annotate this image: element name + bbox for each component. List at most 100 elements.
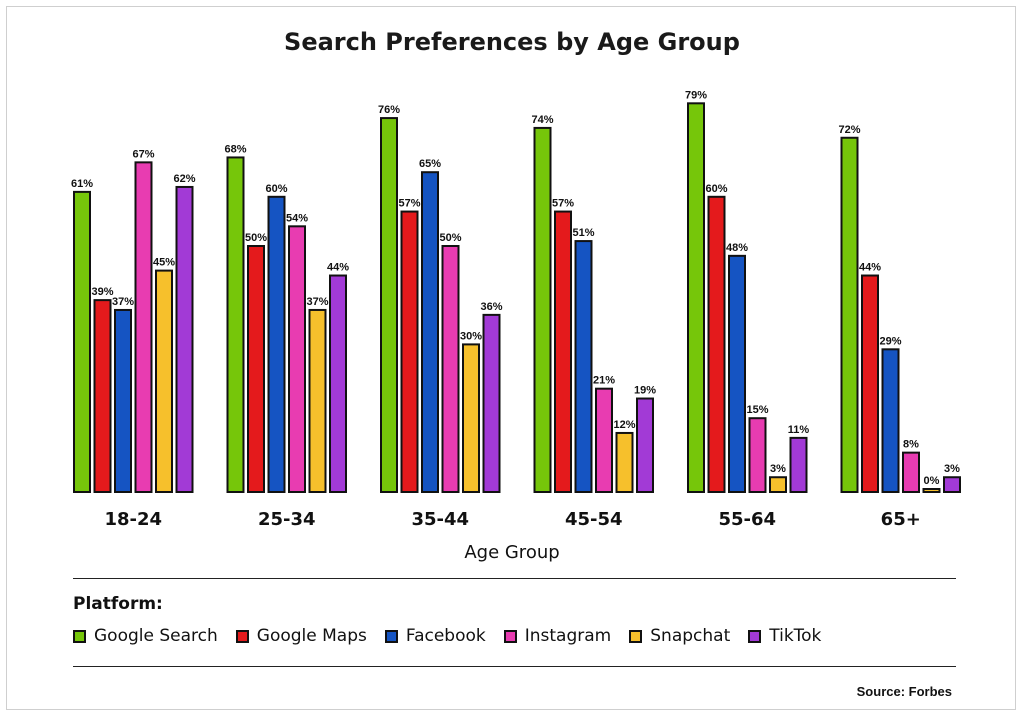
legend-swatch bbox=[384, 629, 398, 643]
data-label: 51% bbox=[572, 227, 594, 239]
bar-instagram-25-34 bbox=[288, 225, 306, 493]
legend-swatch bbox=[73, 629, 86, 643]
bar-snapchat-18-24 bbox=[155, 269, 173, 493]
bar-tiktok-35-44 bbox=[482, 313, 501, 493]
data-label: 67% bbox=[132, 148, 154, 160]
bar-instagram-35-44 bbox=[441, 245, 460, 493]
legend-item-facebook: Facebook bbox=[384, 626, 486, 646]
legend-label: Snapchat bbox=[650, 626, 731, 646]
bar-facebook-65+ bbox=[881, 348, 900, 493]
bar-tiktok-65+ bbox=[943, 476, 961, 493]
legend-swatch bbox=[748, 629, 762, 643]
data-label: 76% bbox=[378, 104, 400, 116]
bar-instagram-45-54 bbox=[595, 387, 613, 493]
data-label: 29% bbox=[879, 335, 901, 347]
data-label: 30% bbox=[460, 330, 482, 342]
legend-item-google-search: Google Search bbox=[73, 626, 218, 646]
legend-swatch bbox=[235, 629, 249, 643]
x-tick-label: 55-64 bbox=[718, 509, 776, 530]
bar-tiktok-25-34 bbox=[329, 274, 347, 493]
data-label: 8% bbox=[903, 439, 919, 451]
chart-title: Search Preferences by Age Group bbox=[284, 28, 740, 56]
legend-label: Facebook bbox=[405, 626, 486, 646]
legend-label: TikTok bbox=[769, 626, 822, 646]
bar-google-maps-55-64 bbox=[707, 195, 726, 494]
bar-instagram-55-64 bbox=[748, 417, 767, 494]
legend-item-instagram: Instagram bbox=[503, 626, 612, 646]
x-tick-label: 65+ bbox=[881, 509, 921, 530]
legend-label: Instagram bbox=[524, 626, 612, 646]
data-label: 36% bbox=[480, 301, 502, 313]
legend-item-tiktok: TikTok bbox=[748, 626, 821, 646]
data-label: 15% bbox=[746, 404, 768, 416]
legend-bottom-divider bbox=[73, 666, 956, 667]
bar-facebook-45-54 bbox=[574, 240, 593, 493]
data-label: 79% bbox=[685, 89, 707, 101]
bar-facebook-35-44 bbox=[421, 171, 439, 493]
legend-top-divider bbox=[73, 578, 956, 579]
data-label: 44% bbox=[859, 262, 881, 274]
x-tick-label: 18-24 bbox=[104, 509, 162, 530]
bar-google-search-55-64 bbox=[687, 102, 705, 493]
bar-tiktok-55-64 bbox=[789, 436, 808, 494]
bar-facebook-18-24 bbox=[114, 308, 132, 493]
bar-google-search-65+ bbox=[840, 136, 859, 493]
legend-swatch bbox=[503, 629, 517, 643]
bar-google-maps-45-54 bbox=[554, 210, 572, 493]
bar-snapchat-25-34 bbox=[308, 308, 327, 493]
x-tick-label: 35-44 bbox=[411, 509, 469, 530]
bar-google-search-18-24 bbox=[73, 190, 91, 493]
data-label: 3% bbox=[944, 463, 960, 475]
data-label: 19% bbox=[634, 385, 656, 397]
bar-google-search-35-44 bbox=[380, 117, 398, 494]
legend-swatch bbox=[629, 629, 643, 643]
data-label: 60% bbox=[265, 183, 287, 195]
bar-google-search-25-34 bbox=[226, 156, 245, 493]
bar-google-maps-25-34 bbox=[247, 245, 265, 493]
data-label: 48% bbox=[726, 242, 748, 254]
legend-label: Google Search bbox=[94, 626, 218, 646]
legend-item-google-maps: Google Maps bbox=[235, 626, 367, 646]
data-label: 21% bbox=[593, 375, 615, 387]
bar-instagram-18-24 bbox=[134, 161, 153, 494]
x-axis-label: Age Group bbox=[464, 542, 560, 563]
bar-google-maps-35-44 bbox=[400, 210, 419, 493]
legend: Google Search Google Maps Facebook Instagra… bbox=[73, 626, 839, 646]
bar-instagram-65+ bbox=[902, 451, 920, 494]
data-label: 3% bbox=[770, 463, 786, 475]
source-note: Source: Forbes bbox=[856, 684, 952, 699]
bar-snapchat-45-54 bbox=[615, 431, 634, 493]
bar-google-maps-65+ bbox=[861, 274, 879, 493]
data-label: 50% bbox=[245, 232, 267, 244]
bar-google-maps-18-24 bbox=[93, 299, 112, 493]
bar-snapchat-35-44 bbox=[462, 343, 480, 493]
bar-facebook-25-34 bbox=[267, 195, 286, 494]
data-label: 12% bbox=[613, 419, 635, 431]
bar-google-search-45-54 bbox=[533, 126, 552, 493]
data-label: 57% bbox=[552, 198, 574, 210]
data-label: 44% bbox=[327, 262, 349, 274]
data-label: 37% bbox=[112, 296, 134, 308]
bar-facebook-55-64 bbox=[728, 254, 746, 493]
data-label: 62% bbox=[173, 173, 195, 185]
data-label: 74% bbox=[531, 114, 553, 126]
data-label: 57% bbox=[398, 198, 420, 210]
data-label-group: 61%39%37%67%45%62%68%50%60%54%37%44%76%5… bbox=[71, 89, 960, 487]
data-label: 68% bbox=[224, 143, 246, 155]
data-label: 72% bbox=[838, 124, 860, 136]
legend-item-snapchat: Snapchat bbox=[629, 626, 730, 646]
data-label: 0% bbox=[924, 475, 940, 487]
x-tick-group: 18-24 25-34 35-44 45-54 55-64 65+ bbox=[104, 509, 920, 530]
data-label: 60% bbox=[705, 183, 727, 195]
data-label: 50% bbox=[439, 232, 461, 244]
bar-snapchat-65+ bbox=[922, 488, 941, 493]
data-label: 11% bbox=[788, 424, 810, 436]
bar-tiktok-45-54 bbox=[636, 397, 654, 493]
bar-snapchat-55-64 bbox=[769, 476, 787, 493]
x-tick-label: 45-54 bbox=[565, 509, 623, 530]
bar-group bbox=[73, 102, 961, 494]
legend-label: Google Maps bbox=[256, 626, 367, 646]
bar-tiktok-18-24 bbox=[175, 185, 194, 494]
data-label: 37% bbox=[306, 296, 328, 308]
